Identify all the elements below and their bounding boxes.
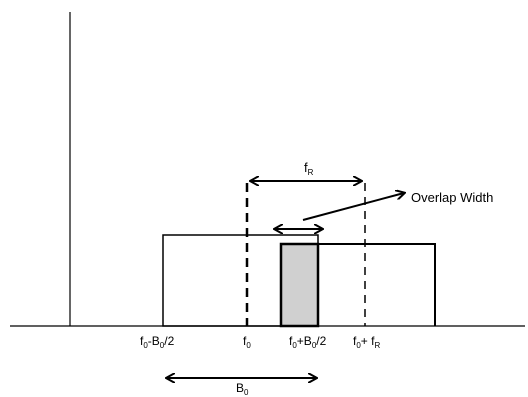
f0-label: f0 — [243, 334, 251, 350]
overlap-region — [279, 242, 320, 328]
overlap-pointer-arrow — [302, 193, 404, 221]
f0-minus-half-b0-label: f0-B0/2 — [140, 334, 175, 350]
b0-label: B0 — [236, 381, 249, 397]
right-band-rect — [280, 243, 436, 326]
overlap-width-label: Overlap Width — [411, 190, 493, 205]
f0-plus-half-b0-label: f0+B0/2 — [289, 334, 327, 350]
fr-label: fR — [304, 160, 314, 177]
f0-plus-fr-label: f0+ fR — [353, 334, 380, 350]
